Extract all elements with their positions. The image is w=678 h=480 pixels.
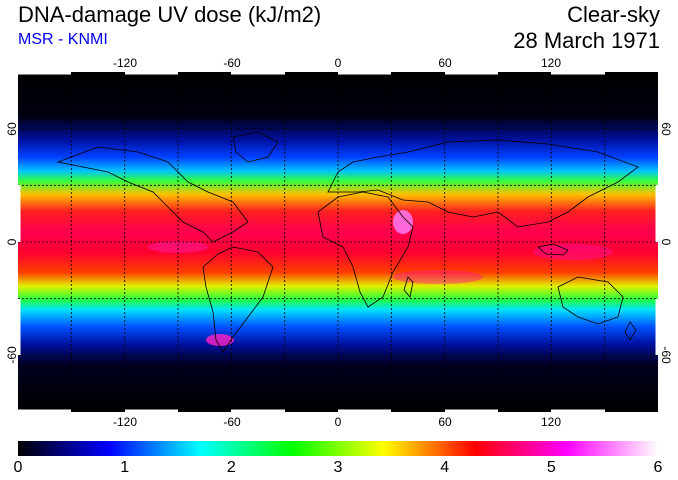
coastline-north-america [56, 146, 249, 243]
lat-tick-right: 0 [659, 238, 673, 246]
lon-tick-bottom: -60 [223, 415, 241, 429]
coastline-indonesia [537, 243, 569, 256]
lat-tick-left: -60 [5, 346, 19, 364]
lat-tick-right: 60 [659, 122, 673, 136]
lon-tick-bottom: 120 [540, 415, 562, 429]
andes-hotspot [206, 334, 234, 346]
lon-tick-top: 120 [540, 56, 562, 70]
colorbar-label: 1 [120, 459, 130, 476]
map-title: DNA-damage UV dose (kJ/m2) [18, 2, 322, 27]
colorbar-label: 2 [226, 459, 236, 476]
lat-tick-left: 60 [5, 122, 19, 136]
lon-tick-top: 0 [334, 56, 342, 70]
lon-tick-bottom: -120 [112, 415, 138, 429]
colorbar-label: 4 [440, 459, 450, 476]
graticule [18, 72, 658, 412]
indian-ocean-hotspot [393, 270, 483, 284]
lat-tick-left: 0 [5, 238, 19, 246]
colorbar-label: 5 [546, 459, 556, 476]
coastline-south-america [202, 246, 274, 353]
coastlines [56, 131, 639, 353]
sky-condition-label: Clear-sky [567, 2, 660, 27]
colorbar-label: 3 [333, 459, 343, 476]
colorbar-label: 6 [653, 459, 663, 476]
map-subtitle: MSR - KNMI [18, 31, 108, 48]
uv-dose-map [18, 72, 658, 412]
lon-tick-top: 60 [438, 56, 452, 70]
ethiopia-hotspot [393, 210, 413, 234]
lon-tick-top: -120 [112, 56, 138, 70]
coastline-new-zealand [624, 321, 637, 341]
lon-tick-top: -60 [223, 56, 241, 70]
coastline-africa [317, 191, 414, 308]
date-label: 28 March 1971 [513, 28, 660, 53]
lon-tick-bottom: 60 [438, 415, 452, 429]
coastline-greenland [232, 131, 279, 163]
colorbar-label: 0 [13, 459, 23, 476]
frame-ticks [18, 72, 658, 412]
uv-dose-map-svg [18, 72, 658, 412]
lon-tick-bottom: 0 [334, 415, 342, 429]
lat-tick-right: -60 [659, 346, 673, 364]
coastline-eurasia [327, 139, 639, 228]
coastline-madagascar [403, 276, 414, 298]
colorbar [18, 441, 658, 456]
pacific-hotspot [148, 241, 208, 253]
indonesia-hotspot [533, 244, 613, 260]
coastline-australia [557, 276, 624, 325]
